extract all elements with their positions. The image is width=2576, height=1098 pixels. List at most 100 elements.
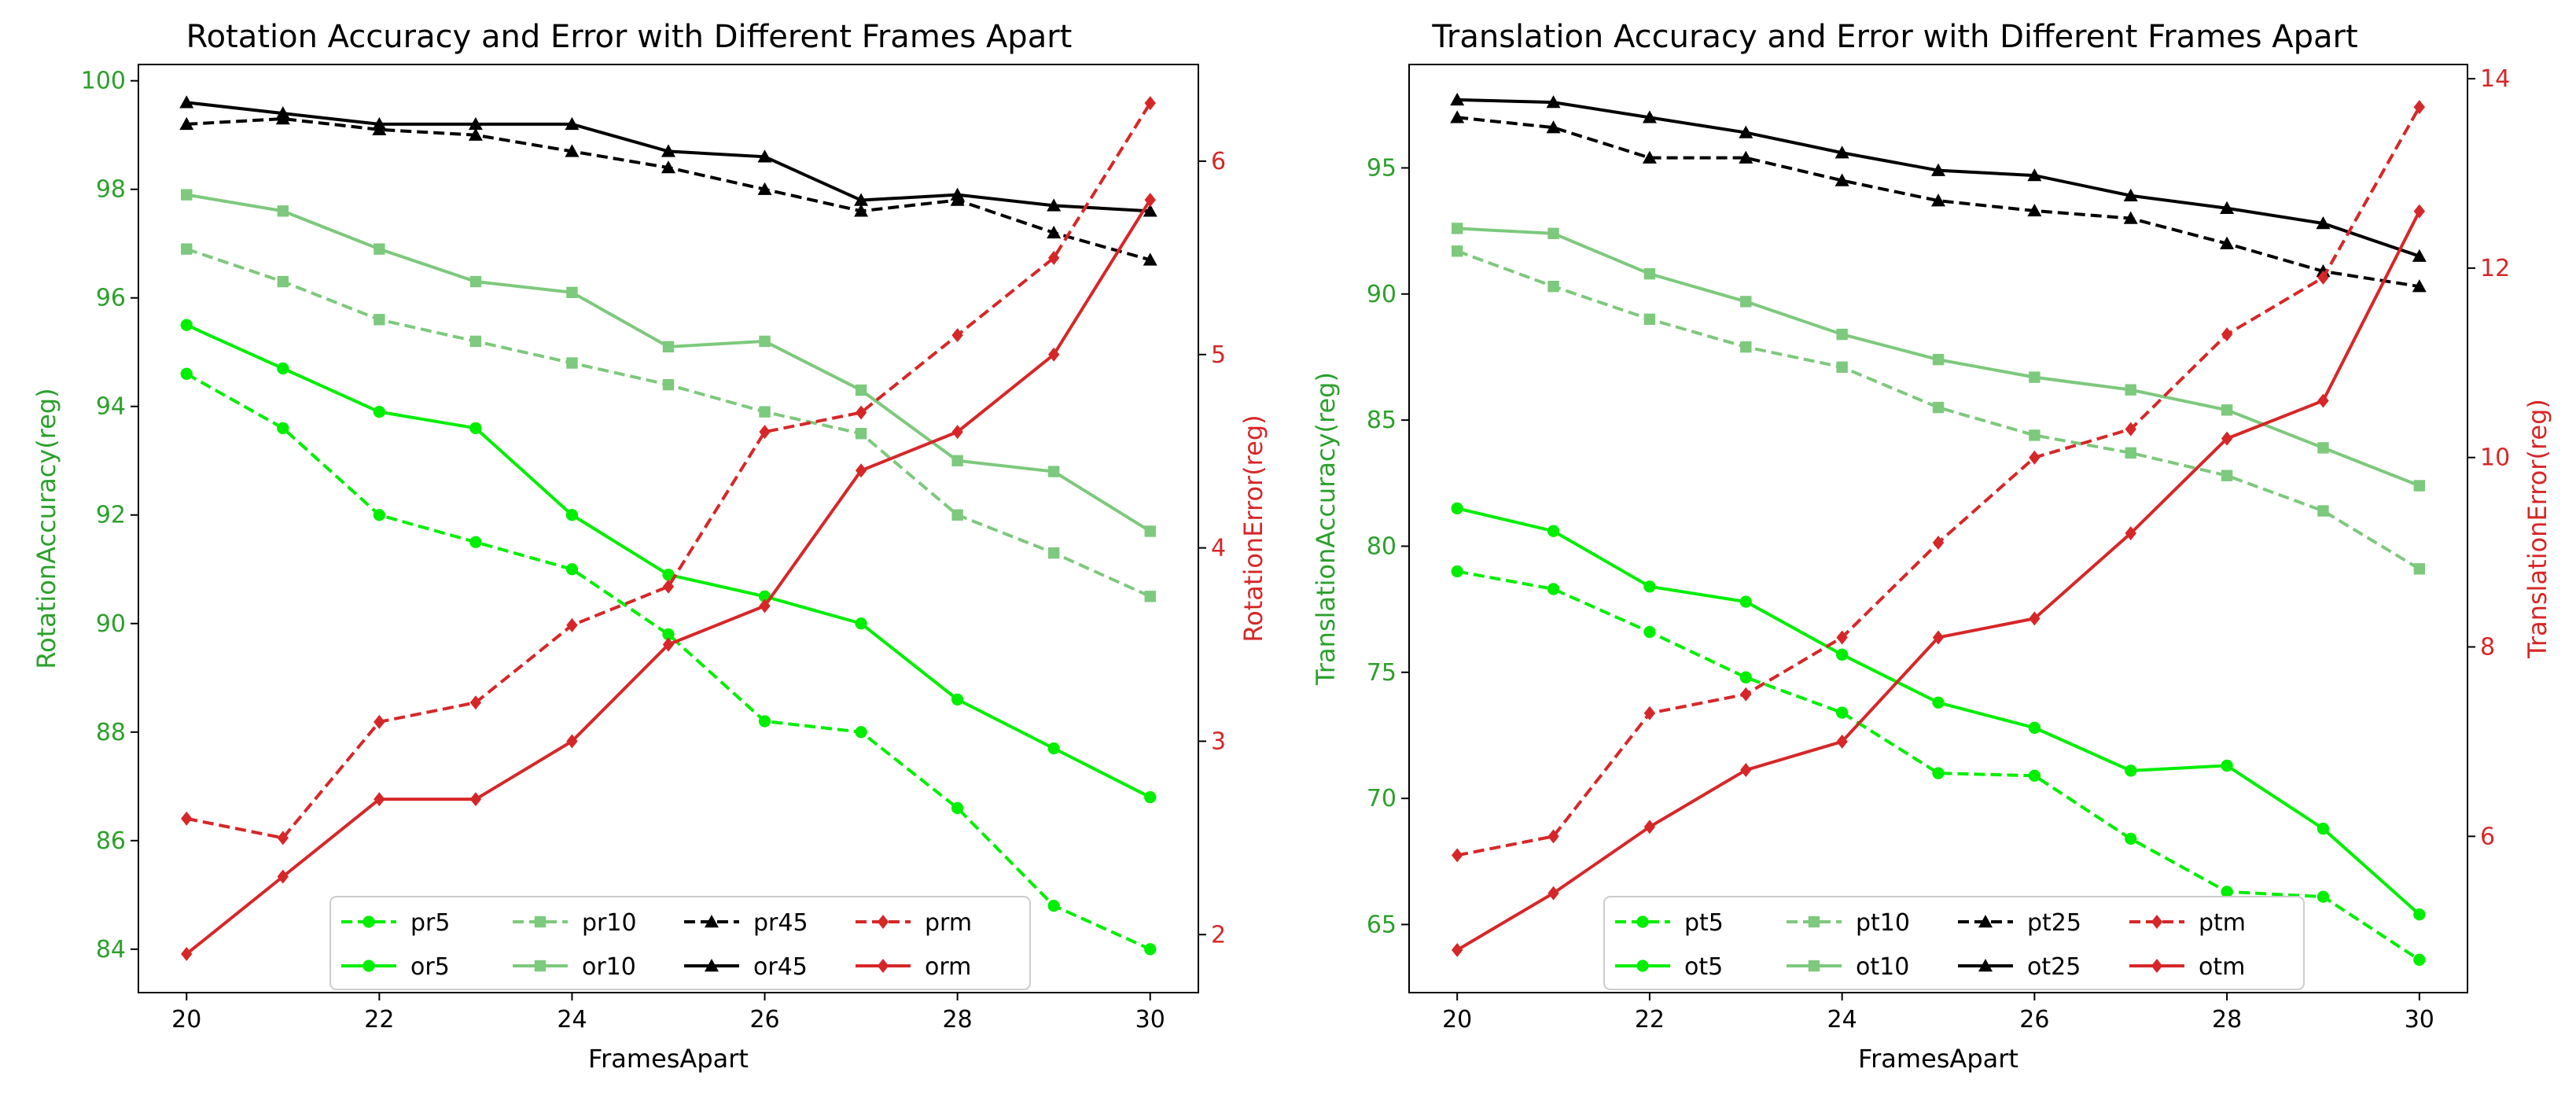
data-point-ot5	[1932, 696, 1945, 709]
data-point-pt5	[1451, 565, 1463, 578]
data-point-ot5	[2125, 765, 2137, 777]
data-point-pr10	[951, 509, 963, 521]
data-point-orm	[374, 792, 385, 807]
data-point-or10	[951, 455, 963, 466]
x-tick-label: 22	[1635, 1006, 1665, 1034]
legend-entry-pt5: pt5	[1615, 909, 1724, 937]
data-point-or45	[1143, 204, 1157, 217]
data-point-prm	[469, 695, 482, 710]
data-point-or5	[180, 319, 193, 331]
data-point-or5	[855, 617, 867, 630]
data-point-prm	[855, 405, 867, 420]
data-point-pr10	[469, 335, 482, 348]
data-point-pt10	[2221, 470, 2233, 481]
data-point-orm	[277, 869, 289, 884]
data-point-ot25	[1834, 146, 1849, 159]
legend-label: pt10	[1856, 909, 1910, 937]
data-point-otm	[2125, 526, 2136, 541]
data-point-or45	[179, 95, 194, 109]
data-point-otm	[2413, 204, 2426, 219]
series-ptm	[1451, 100, 2426, 863]
data-point-pr10	[662, 378, 675, 391]
data-point-orm	[759, 599, 771, 613]
legend-label: pr5	[410, 909, 450, 937]
data-point-or10	[181, 189, 193, 201]
x-axis-label: FramesApart	[588, 1044, 749, 1074]
data-point-ot5	[2028, 721, 2041, 734]
legend-marker-otm	[2151, 959, 2163, 973]
legend-box	[1603, 896, 2305, 990]
series-pt10	[1451, 245, 2426, 575]
data-point-or45	[565, 116, 580, 131]
data-point-ot5	[2317, 822, 2330, 835]
tick-layer: 20 22 24 26 28 30 84 86 88 90 92 94 96 98 100 2 3 4 5 6	[81, 68, 1226, 1034]
legend-entry-or10: or10	[513, 953, 636, 981]
data-point-ot25	[2027, 168, 2042, 182]
data-point-ot25	[1931, 163, 1945, 176]
x-tick-label: 28	[943, 1006, 973, 1034]
data-point-or45	[757, 149, 772, 163]
data-point-pr45	[468, 127, 483, 141]
series-prm	[181, 96, 1156, 846]
data-point-pt10	[1547, 280, 1559, 293]
legend-marker-pr5	[362, 916, 375, 928]
legend-label: prm	[925, 909, 972, 937]
legend-marker-pr10	[534, 916, 546, 928]
legend-marker-ptm	[2151, 915, 2163, 929]
plot-frame	[138, 64, 1199, 993]
data-point-or5	[1144, 790, 1157, 804]
data-point-pr10	[1047, 547, 1060, 559]
legend-entry-ot25: ot25	[1958, 953, 2081, 981]
data-point-pt10	[2029, 429, 2041, 441]
data-point-ot10	[1547, 227, 1559, 240]
left-y-tick-label: 96	[96, 285, 126, 312]
legend-entry-pr5: pr5	[341, 909, 450, 937]
x-tick-label: 24	[557, 1006, 587, 1034]
data-point-pt10	[1643, 313, 1656, 326]
data-point-ot5	[1643, 580, 1656, 593]
data-point-pr5	[373, 509, 386, 521]
data-point-pr45	[757, 182, 772, 195]
data-point-pr45	[565, 144, 580, 157]
data-point-pr45	[179, 116, 194, 131]
data-point-otm	[1451, 942, 1463, 957]
legend-label: pt25	[2027, 909, 2081, 937]
data-point-pt25	[1450, 110, 1465, 123]
data-point-ptm	[1740, 687, 1752, 702]
right-y-tick-label: 6	[1211, 148, 1226, 175]
data-point-or45	[1047, 198, 1062, 212]
left-y-tick-label: 65	[1367, 911, 1397, 938]
data-point-pt25	[2220, 236, 2235, 249]
data-point-ot5	[2221, 759, 2233, 772]
legend-label: ot5	[1684, 953, 1723, 981]
data-point-pt10	[1740, 341, 1752, 353]
data-point-orm	[855, 463, 867, 478]
data-point-ot5	[1451, 502, 1463, 514]
data-point-or10	[374, 243, 385, 255]
data-point-pt25	[1739, 150, 1754, 164]
data-point-pt5	[2028, 769, 2041, 782]
data-point-prm	[277, 831, 289, 846]
data-point-otm	[1740, 763, 1752, 778]
right-y-tick-label: 5	[1211, 341, 1226, 369]
left-y-tick-label: 95	[1367, 154, 1397, 182]
data-point-pt5	[1835, 706, 1849, 719]
legend-label: pr45	[753, 909, 808, 937]
legend-marker-pt5	[1636, 916, 1649, 928]
legend-label: pr10	[582, 909, 637, 937]
data-point-pt10	[2317, 505, 2329, 517]
plot-frame	[1408, 64, 2468, 993]
x-tick-label: 20	[171, 1006, 201, 1034]
series-or5	[180, 319, 1157, 804]
data-point-pt25	[1931, 193, 1945, 207]
data-point-pr5	[1144, 943, 1157, 956]
data-point-pr5	[758, 715, 771, 728]
series-orm	[181, 193, 1156, 961]
legend-label: or5	[410, 953, 450, 981]
data-point-or10	[1047, 466, 1060, 477]
data-point-pr45	[1143, 252, 1157, 266]
data-point-ot10	[2029, 371, 2041, 383]
legend-entry-ptm: ptm	[2129, 909, 2246, 937]
right-y-tick-label: 3	[1211, 728, 1226, 755]
